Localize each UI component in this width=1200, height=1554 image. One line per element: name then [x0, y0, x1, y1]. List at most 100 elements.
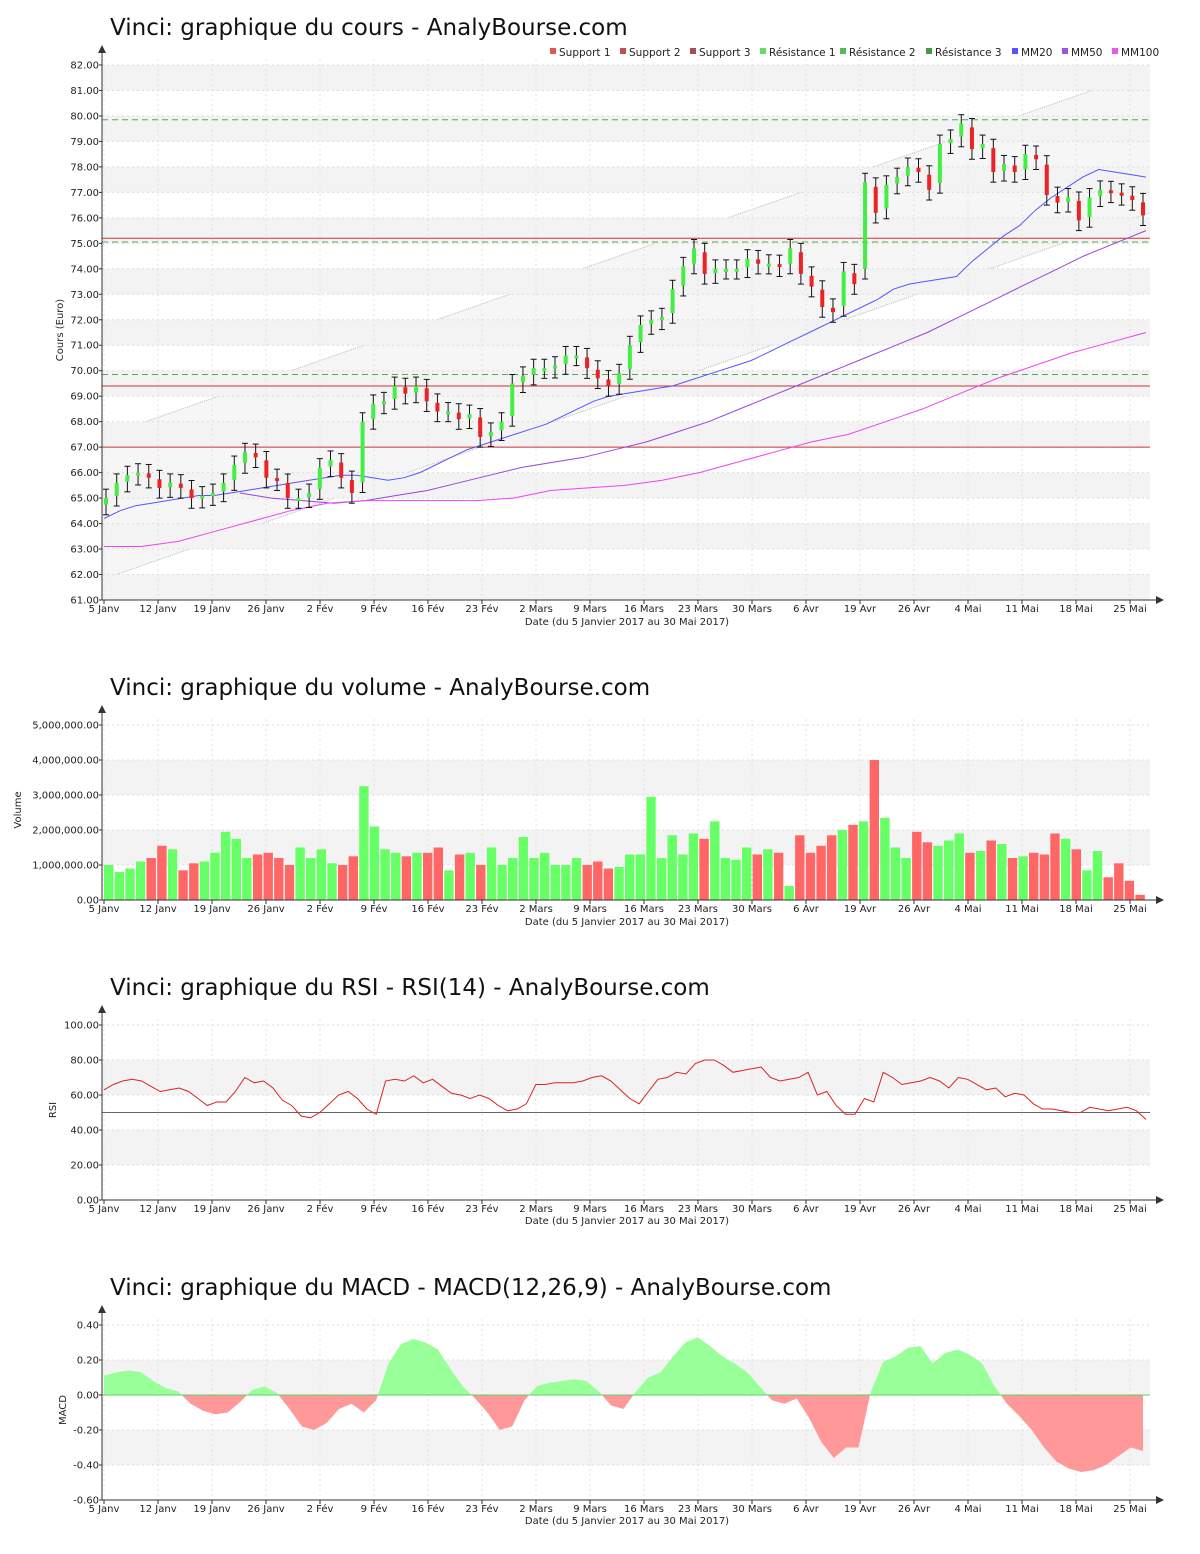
candle-body-up: [360, 421, 365, 483]
volume-bar-down: [1039, 854, 1050, 900]
volume-x-axis-arrow: [1156, 896, 1164, 904]
volume-bar-down: [476, 865, 486, 900]
macd-chart: Vinci: graphique du MACD - MACD(12,26,9)…: [58, 1275, 1164, 1527]
volume-x-tick-label: 16 Fév: [411, 903, 444, 915]
price-x-tick-label: 5 Janv: [89, 604, 120, 615]
volume-bar-up: [763, 849, 773, 901]
price-candles: [103, 114, 1146, 516]
legend-label: MM100: [1121, 47, 1159, 59]
volume-x-tick-label: 5 Janv: [89, 904, 120, 915]
volume-bar-up: [784, 886, 794, 900]
price-y-tick-label: 61.00: [70, 596, 99, 607]
candle-body-down: [178, 483, 183, 488]
volume-bar-up: [1060, 838, 1071, 901]
price-axes: 61.00 62.00 63.00 64.00 65.00 66.00 67.00 68.00…: [70, 45, 1164, 615]
candle-body-down: [852, 273, 857, 285]
volume-bar-up: [380, 849, 390, 901]
candle-body-up: [1066, 197, 1071, 202]
volume-bar-down: [1029, 852, 1039, 901]
volume-bar-down: [146, 858, 156, 900]
price-x-tick-label: 12 Janv: [139, 604, 176, 615]
legend-swatch: [550, 48, 556, 54]
volume-bar-up: [369, 826, 380, 900]
candle-body-up: [296, 498, 301, 502]
rsi-line: [103, 1059, 1147, 1120]
volume-axes: 0.00 1,000,000.00 2,000,000.00 3,000,000.00…: [32, 705, 1164, 915]
legend-swatch: [1012, 48, 1018, 54]
macd-area-negative: [278, 1395, 378, 1430]
macd-x-tick-label: 9 Fév: [361, 1503, 388, 1515]
volume-y-tick-label: 5,000,000.00: [32, 721, 99, 732]
candle-body-up: [895, 177, 900, 184]
price-y-tick-label: 69.00: [70, 392, 99, 403]
rsi-x-tick-label: 5 Janv: [89, 1204, 120, 1215]
candle-body-up: [317, 467, 322, 490]
volume-bar-up: [625, 854, 635, 900]
volume-x-tick-label: 9 Mars: [573, 904, 607, 915]
price-y-tick-label: 81.00: [70, 86, 99, 97]
volume-bar-down: [1071, 849, 1081, 901]
mm20-line: [103, 168, 1147, 519]
legend-swatch: [690, 48, 696, 54]
candle-body-down: [146, 473, 151, 478]
price-grid-band: [102, 574, 1150, 600]
volume-bar-up: [720, 858, 731, 900]
price-x-tick-label: 16 Mars: [624, 604, 664, 615]
volume-bar-up: [688, 833, 699, 900]
volume-y-axis-arrow: [98, 705, 106, 713]
volume-bar-up: [529, 858, 539, 900]
macd-x-tick-label: 2 Fév: [307, 1503, 334, 1515]
volume-bar-down: [1124, 880, 1135, 901]
candle-body-up: [788, 248, 793, 264]
volume-bars: [104, 760, 1145, 901]
volume-bar-up: [890, 847, 901, 900]
macd-y-tick-label: 0.00: [77, 1391, 99, 1402]
price-x-tick-label: 26 Avr: [898, 604, 931, 615]
macd-x-tick-label: 11 Mai: [1005, 1504, 1038, 1515]
macd-x-tick-label: 26 Janv: [247, 1504, 284, 1515]
candle-body-up: [371, 403, 376, 419]
rsi-axes: 0.00 20.00 40.00 60.00 80.00 100.00 5 Janv 12 J…: [64, 1005, 1164, 1215]
candle-body-up: [884, 184, 889, 209]
volume-bar-up: [646, 796, 656, 901]
candle-body-up: [136, 472, 141, 476]
candle-body-up: [510, 383, 515, 416]
rsi-y-tick-label: 60.00: [70, 1091, 99, 1102]
volume-x-tick-label: 26 Avr: [898, 904, 931, 915]
candle-body-up: [948, 138, 953, 144]
rsi-x-tick-label: 2 Fév: [307, 1203, 334, 1215]
candle-body-up: [499, 421, 504, 431]
candle-body-up: [392, 386, 397, 399]
price-x-axis-arrow: [1156, 596, 1164, 604]
volume-bar-up: [508, 858, 518, 900]
volume-bar-up: [933, 845, 943, 901]
price-y-axis-arrow: [98, 45, 106, 53]
candle-body-up: [724, 268, 729, 272]
macd-area-negative: [181, 1395, 248, 1415]
macd-y-axis-label: MACD: [58, 1395, 69, 1425]
volume-x-tick-label: 25 Mai: [1113, 904, 1146, 915]
macd-x-tick-label: 6 Avr: [793, 1504, 820, 1515]
rsi-x-tick-label: 11 Mai: [1005, 1204, 1038, 1215]
volume-bar-up: [359, 786, 369, 901]
rsi-y-tick-label: 100.00: [64, 1021, 99, 1032]
rsi-grid: [102, 1019, 1150, 1201]
candle-body-down: [435, 402, 440, 412]
candle-body-up: [520, 375, 525, 383]
volume-bar-up: [901, 858, 911, 900]
macd-y-tick-label: -0.40: [73, 1461, 99, 1472]
candle-body-down: [777, 264, 782, 268]
price-legend: Support 1 Support 2 Support 3 Résistance 1 R…: [550, 47, 1159, 59]
volume-chart-title: Vinci: graphique du volume - AnalyBourse…: [110, 675, 650, 701]
rsi-chart-title: Vinci: graphique du RSI - RSI(14) - Anal…: [110, 975, 710, 1001]
candle-body-up: [980, 143, 985, 149]
macd-x-axis-arrow: [1156, 1496, 1164, 1504]
rsi-x-tick-label: 9 Mars: [573, 1204, 607, 1215]
candle-body-up: [563, 355, 568, 365]
candle-body-down: [606, 379, 611, 386]
volume-bar-up: [667, 835, 677, 901]
rsi-x-tick-label: 25 Mai: [1113, 1204, 1146, 1215]
price-grid-band: [102, 523, 1150, 550]
volume-bar-down: [582, 865, 592, 900]
price-grid-band: [102, 65, 1150, 91]
